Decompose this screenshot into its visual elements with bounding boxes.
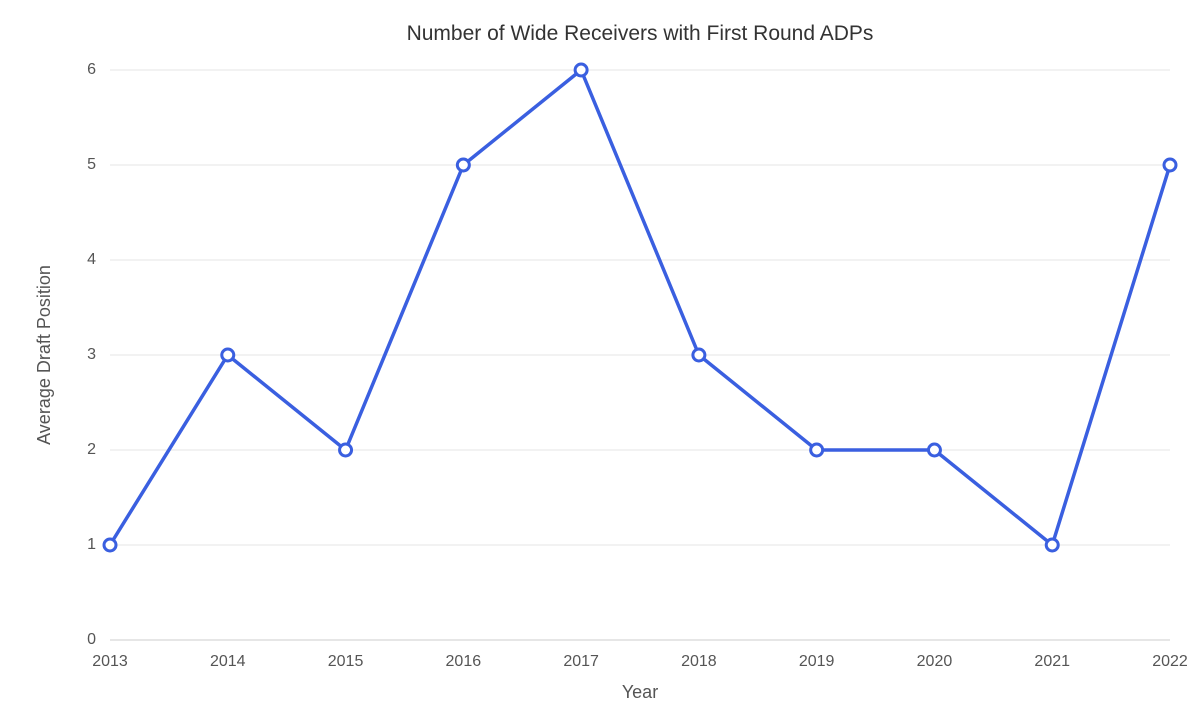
data-point <box>1164 159 1176 171</box>
data-point <box>340 444 352 456</box>
data-point <box>928 444 940 456</box>
x-axis-label: Year <box>622 682 658 702</box>
data-point <box>104 539 116 551</box>
y-tick-label: 6 <box>87 61 96 78</box>
x-tick-label: 2013 <box>92 653 128 670</box>
y-tick-label: 2 <box>87 441 96 458</box>
chart-title: Number of Wide Receivers with First Roun… <box>407 22 874 45</box>
y-tick-label: 4 <box>87 251 96 268</box>
y-tick-label: 0 <box>87 631 96 648</box>
data-point <box>693 349 705 361</box>
x-tick-label: 2021 <box>1034 653 1070 670</box>
x-tick-label: 2017 <box>563 653 599 670</box>
line-chart: 0 1 2 3 4 5 6 2013 2014 2015 2016 2017 2018 2019 2020 2… <box>0 0 1200 727</box>
y-tick-label: 3 <box>87 346 96 363</box>
y-axis-label: Average Draft Position <box>34 265 54 445</box>
data-point <box>811 444 823 456</box>
chart-container: 0 1 2 3 4 5 6 2013 2014 2015 2016 2017 2018 2019 2020 2… <box>0 0 1200 727</box>
x-tick-label: 2019 <box>799 653 835 670</box>
data-point <box>575 64 587 76</box>
data-line <box>110 70 1170 545</box>
y-tick-label: 5 <box>87 156 96 173</box>
data-point <box>222 349 234 361</box>
x-tick-label: 2015 <box>328 653 364 670</box>
x-tick-label: 2016 <box>446 653 482 670</box>
x-tick-label: 2018 <box>681 653 717 670</box>
data-point <box>1046 539 1058 551</box>
x-tick-label: 2020 <box>917 653 953 670</box>
x-tick-label: 2014 <box>210 653 246 670</box>
y-tick-label: 1 <box>87 536 96 553</box>
x-tick-label: 2022 <box>1152 653 1188 670</box>
data-point <box>457 159 469 171</box>
